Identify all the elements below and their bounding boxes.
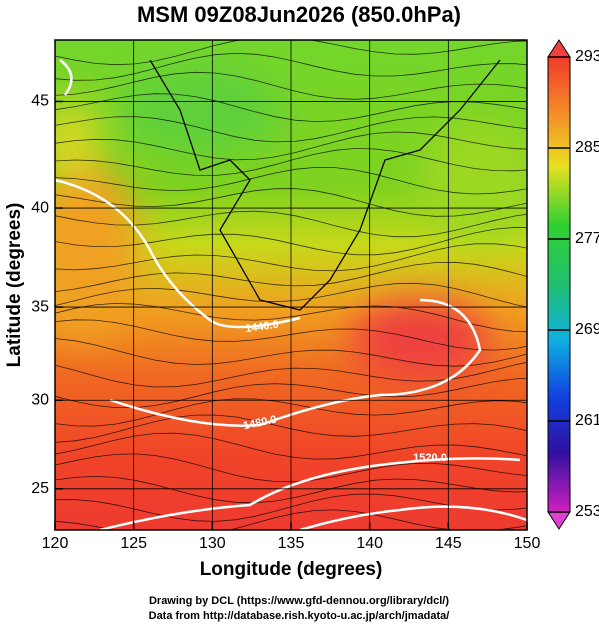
x-tick-label: 120 [42,535,69,552]
x-tick-label: 145 [435,535,462,552]
streamline [55,453,527,483]
streamline [55,40,527,66]
streamline [55,302,527,333]
y-tick-label: 25 [31,480,49,497]
x-tick-label: 135 [278,535,305,552]
contour-label: 1520.0 [413,452,447,464]
colorbar-upper [547,39,571,58]
streamline [55,166,527,195]
colorbar-tick-label: 277 [575,230,599,247]
colorbar-tick-label: 285 [575,139,599,156]
streamline [55,148,527,176]
streamline [55,52,527,81]
streamline [55,509,527,530]
streamline [55,475,527,504]
x-tick-label: 150 [514,535,541,552]
y-tick-label: 30 [31,391,49,408]
streamline [55,71,527,100]
streamline [55,338,527,367]
streamline [55,319,527,351]
colorbar [547,56,571,513]
streamline [55,398,527,427]
streamline [55,361,527,388]
streamline [55,261,527,292]
title: MSM 09Z08Jun2026 (850.0hPa) [137,2,461,27]
streamline [55,414,527,443]
footer-line: Data from http://database.rish.kyoto-u.a… [149,610,450,622]
colorbar-tick-label: 261 [575,412,599,429]
y-tick-label: 35 [31,298,49,315]
y-tick-label: 45 [31,93,49,110]
x-tick-label: 130 [199,535,226,552]
streamline [55,243,527,272]
streamline [55,131,527,161]
colorbar-tick-label: 253 [575,503,599,520]
x-axis-label: Longitude (degrees) [200,559,383,580]
colorbar-lower [547,511,571,530]
streamline [55,210,527,238]
y-tick-label: 40 [31,199,49,216]
field [55,40,527,530]
streamline [55,432,527,460]
colorbar-tick-label: 269 [575,321,599,338]
x-tick-label: 125 [120,535,147,552]
streamline [55,226,527,256]
streamline [55,116,527,143]
x-tick-label: 140 [356,535,383,552]
colorbar-tick-label: 293 [575,48,599,65]
streamline [55,188,527,217]
contour-label: 1440.0 [244,319,279,336]
y-axis-label: Latitude (degrees) [4,203,25,368]
streamline [55,282,527,308]
footer-line: Drawing by DCL (https://www.gfd-dennou.o… [149,595,449,607]
